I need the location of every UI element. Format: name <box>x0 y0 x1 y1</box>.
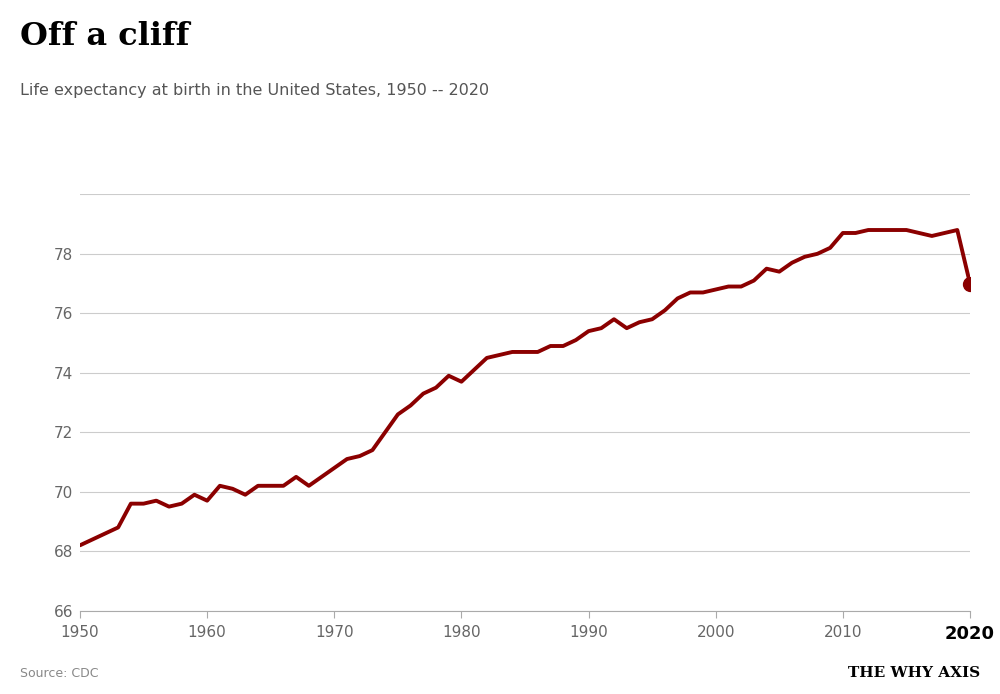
Text: Source: CDC: Source: CDC <box>20 667 98 680</box>
Text: Off a cliff: Off a cliff <box>20 21 189 52</box>
Text: THE WHY AXIS: THE WHY AXIS <box>848 666 980 680</box>
Text: Life expectancy at birth in the United States, 1950 -- 2020: Life expectancy at birth in the United S… <box>20 83 489 99</box>
